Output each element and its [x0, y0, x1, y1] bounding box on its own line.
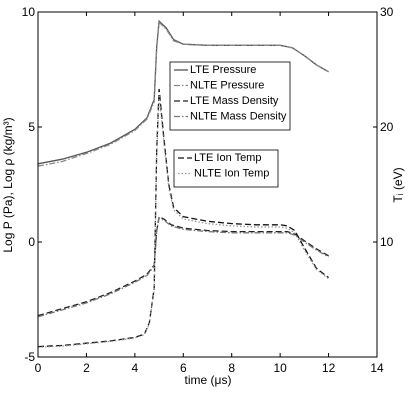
y-right-tick-label: 10 — [380, 235, 394, 249]
y-right-tick-label: 20 — [380, 120, 394, 134]
legend-frame — [173, 149, 279, 188]
x-tick-label: 2 — [83, 361, 90, 375]
series-line-5 — [37, 94, 329, 348]
x-tick-label: 6 — [180, 361, 187, 375]
legend-label: NLTE Pressure — [190, 80, 264, 92]
x-tick-label: 14 — [370, 361, 384, 375]
legend-box-ion-temp: LTE Ion Temp NLTE Ion Temp — [173, 149, 279, 188]
y-left-axis-title: Log P (Pa), Log ρ (kg/m³) — [1, 117, 15, 252]
legend-label: LTE Mass Density — [190, 95, 279, 107]
x-tick-label: 8 — [228, 361, 235, 375]
x-axis-title: time (μs) — [185, 373, 232, 387]
y-left-tick-label: 0 — [28, 235, 35, 249]
legend-label: NLTE Mass Density — [190, 111, 287, 123]
y-right-axis-title: Tᵢ (eV) — [391, 167, 405, 202]
series-line-4 — [37, 88, 329, 348]
series-line-1 — [37, 20, 329, 167]
y-left-tick-label: -5 — [24, 350, 35, 364]
legend-label: NLTE Ion Temp — [194, 168, 269, 180]
legend-label: LTE Pressure — [190, 64, 256, 76]
y-left-tick-label: 10 — [22, 5, 36, 19]
legend-frame — [169, 61, 291, 131]
x-tick-label: 4 — [132, 361, 139, 375]
plot-frame — [37, 11, 378, 358]
x-tick-label: 12 — [322, 361, 336, 375]
legend-label: LTE Ion Temp — [194, 152, 261, 164]
legend-box-primary: LTE Pressure NLTE Pressure LTE Mass Densit… — [169, 61, 291, 131]
x-tick-label: 10 — [273, 361, 287, 375]
series-layer — [37, 19, 329, 348]
series-line-3 — [37, 216, 329, 318]
y-left-tick-label: 5 — [28, 120, 35, 134]
x-tick-label: 0 — [35, 361, 42, 375]
series-line-2 — [37, 215, 329, 317]
y-right-tick-label: 30 — [380, 5, 394, 19]
